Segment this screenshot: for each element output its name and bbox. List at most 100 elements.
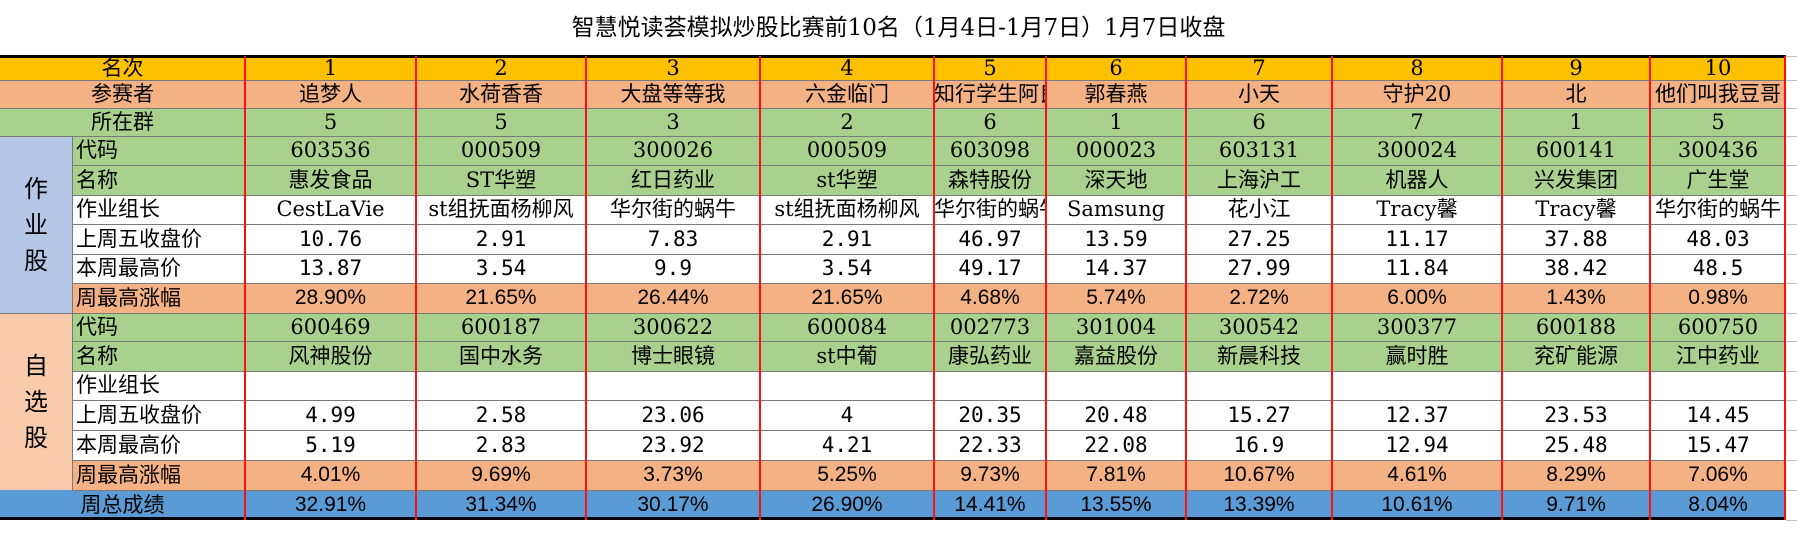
sheet-gridline <box>1786 195 1797 196</box>
cell-group: 6 <box>1186 108 1332 136</box>
sheet-gridline <box>1786 56 1797 57</box>
cell-ch-leader <box>1502 371 1650 400</box>
cell-ch-gain: 9.69% <box>416 460 586 490</box>
sheet-gridline <box>1786 313 1797 314</box>
cell-total: 9.71% <box>1502 490 1650 520</box>
cell-hw-gain: 2.72% <box>1186 283 1332 313</box>
cell-hw-code: 000509 <box>760 136 934 165</box>
cell-group: 5 <box>1650 108 1786 136</box>
row-label-group: 所在群 <box>0 108 245 136</box>
cell-group: 5 <box>416 108 586 136</box>
cell-ch-leader <box>245 371 416 400</box>
cell-ch-code: 300542 <box>1186 313 1332 341</box>
cell-group: 5 <box>245 108 416 136</box>
cell-rank: 8 <box>1332 56 1502 80</box>
cell-hw-code: 603131 <box>1186 136 1332 165</box>
cell-ch-prev: 4 <box>760 400 934 430</box>
row-label-hw-code: 代码 <box>72 136 245 165</box>
cell-ch-high: 22.08 <box>1046 430 1186 460</box>
cell-ch-high: 12.94 <box>1332 430 1502 460</box>
cell-hw-code: 300436 <box>1650 136 1786 165</box>
sheet-gridline <box>1786 400 1797 401</box>
row-divider <box>72 195 1786 196</box>
column-divider <box>1185 56 1187 520</box>
sheet-gridline <box>1786 283 1797 284</box>
cell-participant: 六金临门 <box>760 80 934 108</box>
cell-participant: 他们叫我豆哥 <box>1650 80 1786 108</box>
row-label-hw-high: 本周最高价 <box>72 254 245 283</box>
sheet-gridline <box>1786 430 1797 431</box>
row-divider <box>0 108 1786 109</box>
cell-hw-name: 红日药业 <box>586 165 760 195</box>
cell-ch-leader <box>416 371 586 400</box>
cell-hw-leader: 花小江 <box>1186 195 1332 224</box>
cell-ch-code: 600188 <box>1502 313 1650 341</box>
sheet-gridline <box>1786 165 1797 166</box>
row-divider <box>72 400 1786 401</box>
cell-group: 3 <box>586 108 760 136</box>
cell-total: 13.55% <box>1046 490 1186 520</box>
cell-total: 13.39% <box>1186 490 1332 520</box>
column-divider <box>1501 56 1503 520</box>
cell-hw-name: 惠发食品 <box>245 165 416 195</box>
sheet-gridline <box>1786 108 1797 109</box>
column-divider <box>759 56 761 520</box>
cell-participant: 小天 <box>1186 80 1332 108</box>
section-homework-text: 作业股 <box>24 174 48 275</box>
cell-rank: 5 <box>934 56 1046 80</box>
cell-rank: 4 <box>760 56 934 80</box>
column-divider <box>1784 56 1786 520</box>
cell-ch-gain: 5.25% <box>760 460 934 490</box>
cell-ch-name: 江中药业 <box>1650 341 1786 371</box>
row-divider <box>72 165 1786 166</box>
cell-total: 32.91% <box>245 490 416 520</box>
cell-participant: 水荷香香 <box>416 80 586 108</box>
cell-ch-prev: 14.45 <box>1650 400 1786 430</box>
cell-hw-code: 603098 <box>934 136 1046 165</box>
row-label-ch-gain: 周最高涨幅 <box>72 460 245 490</box>
row-label-total: 周总成绩 <box>0 490 245 520</box>
row-label-hw-leader: 作业组长 <box>72 195 245 224</box>
cell-hw-prev: 37.88 <box>1502 224 1650 254</box>
cell-participant: 大盘等等我 <box>586 80 760 108</box>
cell-hw-high: 3.54 <box>760 254 934 283</box>
cell-ch-high: 15.47 <box>1650 430 1786 460</box>
cell-ch-prev: 23.53 <box>1502 400 1650 430</box>
table-bottom-border <box>0 517 1786 520</box>
sheet-gridline <box>1786 490 1797 491</box>
cell-hw-gain: 21.65% <box>416 283 586 313</box>
cell-ch-code: 600187 <box>416 313 586 341</box>
cell-ch-leader <box>760 371 934 400</box>
cell-hw-gain: 1.43% <box>1502 283 1650 313</box>
cell-hw-prev: 10.76 <box>245 224 416 254</box>
cell-hw-prev: 7.83 <box>586 224 760 254</box>
score-table: 名次12345678910参赛者追梦人水荷香香大盘等等我六金临门知行学生阿良郭春… <box>0 55 1797 540</box>
cell-ch-high: 4.21 <box>760 430 934 460</box>
cell-ch-code: 002773 <box>934 313 1046 341</box>
cell-ch-prev: 2.58 <box>416 400 586 430</box>
cell-participant: 追梦人 <box>245 80 416 108</box>
cell-total: 10.61% <box>1332 490 1502 520</box>
row-divider <box>72 371 1786 372</box>
cell-ch-leader <box>934 371 1046 400</box>
cell-ch-gain: 9.73% <box>934 460 1046 490</box>
column-divider <box>1331 56 1333 520</box>
cell-ch-name: st中葡 <box>760 341 934 371</box>
cell-ch-code: 300377 <box>1332 313 1502 341</box>
cell-hw-code: 600141 <box>1502 136 1650 165</box>
cell-total: 8.04% <box>1650 490 1786 520</box>
cell-group: 1 <box>1046 108 1186 136</box>
cell-ch-name: 风神股份 <box>245 341 416 371</box>
cell-group: 2 <box>760 108 934 136</box>
row-divider <box>72 283 1786 284</box>
cell-participant: 郭春燕 <box>1046 80 1186 108</box>
cell-hw-leader: 华尔街的蜗牛 <box>934 195 1046 224</box>
row-label-hw-prev: 上周五收盘价 <box>72 224 245 254</box>
cell-rank: 10 <box>1650 56 1786 80</box>
row-label-ch-name: 名称 <box>72 341 245 371</box>
sheet-gridline <box>1786 136 1797 137</box>
section-chosen-text: 自选股 <box>24 351 48 452</box>
cell-hw-gain: 4.68% <box>934 283 1046 313</box>
row-divider <box>72 490 1786 491</box>
cell-ch-prev: 4.99 <box>245 400 416 430</box>
